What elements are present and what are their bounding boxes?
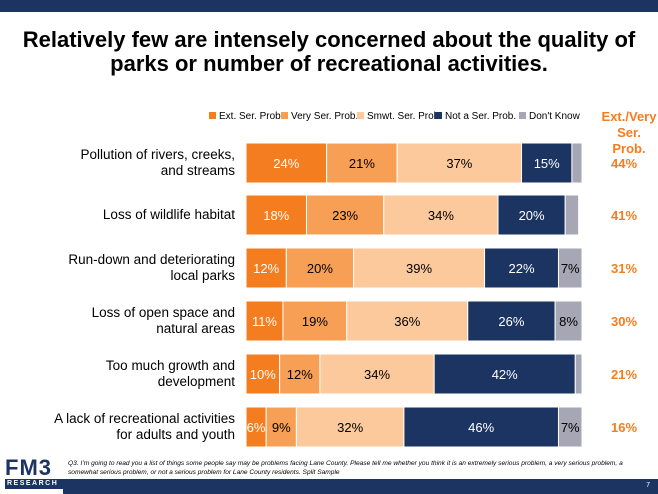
bar-segment — [564, 194, 580, 236]
data-label: 19% — [302, 314, 328, 329]
data-label: 15% — [534, 156, 560, 171]
data-label: 34% — [428, 208, 454, 223]
top-bar — [0, 0, 658, 12]
legend-item: Not a Ser. Prob. — [435, 111, 516, 122]
data-label: 10% — [250, 367, 276, 382]
category-label-line: for adults and youth — [116, 427, 235, 442]
legend-label: Don't Know — [529, 111, 580, 122]
bar-segment — [326, 142, 398, 184]
data-label: 18% — [263, 208, 289, 223]
category-label: Too much growth and development — [20, 358, 235, 390]
data-label: 34% — [364, 367, 390, 382]
bar-segment — [557, 406, 583, 448]
legend-swatch — [209, 112, 216, 119]
category-label-line: Too much growth and — [105, 358, 235, 373]
total-label: 16% — [611, 420, 637, 435]
bar-segment — [245, 353, 281, 395]
legend-item: Smwt. Ser. Prob. — [357, 111, 442, 122]
data-label: 26% — [498, 314, 524, 329]
category-label-line: development — [157, 374, 235, 389]
legend-swatch — [435, 112, 442, 119]
bar-segment — [245, 300, 284, 342]
data-label: 36% — [394, 314, 420, 329]
data-label: 6% — [247, 420, 266, 435]
bar-segment — [571, 142, 583, 184]
fm3-logo: FM3 RESEARCH — [5, 455, 63, 489]
highlight-header: Ext./Very Ser. Prob. — [601, 109, 657, 156]
category-label: A lack of recreational activities for adu… — [20, 411, 235, 443]
bar-segment — [245, 194, 307, 236]
legend-label: Smwt. Ser. Prob. — [367, 111, 443, 122]
data-label: 23% — [332, 208, 358, 223]
bar-segment — [279, 353, 321, 395]
bar-segment — [433, 353, 576, 395]
bar-segment — [557, 247, 583, 289]
category-label-line: A lack of recreational activities — [54, 411, 235, 426]
data-label: 9% — [272, 420, 291, 435]
bar-segment — [574, 353, 583, 395]
data-label: 32% — [337, 420, 363, 435]
bar-segment — [295, 406, 405, 448]
logo-text: FM3 — [5, 455, 52, 480]
category-label-line: Loss of open space and — [91, 305, 235, 320]
bar-segment — [554, 300, 583, 342]
legend-label: Not a Ser. Prob. — [445, 111, 517, 122]
data-label: 21% — [349, 156, 375, 171]
category-label-line: local parks — [170, 268, 235, 283]
bar-segment — [265, 406, 297, 448]
bar-segment — [282, 300, 348, 342]
legend-item: Don't Know — [519, 111, 580, 122]
total-label: 21% — [611, 367, 637, 382]
legend-item: Ext. Ser. Prob. — [209, 111, 283, 122]
data-label: 46% — [468, 420, 494, 435]
data-label: 42% — [492, 367, 518, 382]
total-label: 30% — [611, 314, 637, 329]
chart-title: Relatively few are intensely concerned a… — [22, 27, 636, 76]
bottom-bar: 7 — [63, 479, 658, 494]
data-label: 8% — [559, 314, 578, 329]
logo-band — [5, 479, 63, 489]
bar-segment — [305, 194, 385, 236]
category-label: Loss of open space and natural areas — [20, 305, 235, 337]
legend-swatch — [281, 112, 288, 119]
category-label: Loss of wildlife habitat — [20, 207, 235, 223]
data-label: 11% — [252, 314, 277, 329]
data-label: 12% — [253, 261, 279, 276]
bar-segment — [346, 300, 469, 342]
category-label: Run-down and deteriorating local parks — [20, 252, 235, 284]
legend-swatch — [519, 112, 526, 119]
data-label: 22% — [509, 261, 535, 276]
data-label: 24% — [273, 156, 299, 171]
data-label: 37% — [446, 156, 472, 171]
bar-segment — [396, 142, 523, 184]
category-label-line: and streams — [160, 163, 235, 178]
total-label: 44% — [611, 156, 637, 171]
bar-segment — [353, 247, 486, 289]
data-label: 12% — [287, 367, 313, 382]
legend-swatch — [357, 112, 364, 119]
legend-item: Very Ser. Prob. — [281, 111, 358, 122]
total-label: 41% — [611, 208, 637, 223]
bar-segment — [521, 142, 573, 184]
category-label-line: Pollution of rivers, creeks, — [80, 147, 235, 162]
bar-segment — [467, 300, 556, 342]
bar-segment — [484, 247, 559, 289]
total-label: 31% — [611, 261, 637, 276]
data-label: 20% — [307, 261, 333, 276]
category-label-line: Run-down and deteriorating — [68, 252, 235, 267]
page-number: 7 — [646, 482, 650, 489]
footnote: Q3. I’m going to read you a list of thin… — [68, 460, 623, 476]
data-label: 7% — [561, 261, 580, 276]
category-label-line: Loss of wildlife habitat — [102, 207, 235, 222]
legend-label: Very Ser. Prob. — [291, 111, 359, 122]
data-label: 39% — [406, 261, 432, 276]
logo-subtext: RESEARCH — [7, 480, 59, 487]
category-label: Pollution of rivers, creeks, and streams — [20, 147, 235, 179]
data-label: 20% — [519, 208, 545, 223]
bar-segment — [383, 194, 499, 236]
category-label-line: natural areas — [156, 321, 235, 336]
legend-label: Ext. Ser. Prob. — [219, 111, 284, 122]
data-label: 7% — [561, 420, 580, 435]
